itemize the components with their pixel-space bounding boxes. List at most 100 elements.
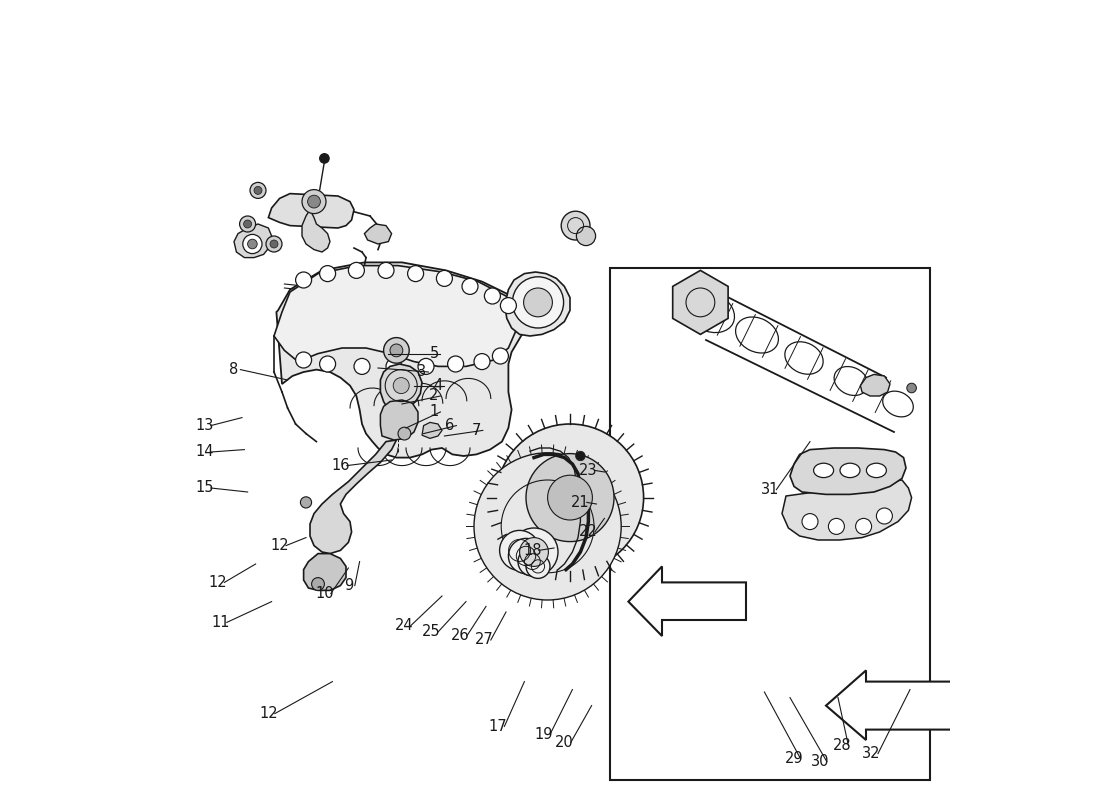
- Ellipse shape: [840, 463, 860, 478]
- Text: 28: 28: [833, 738, 851, 753]
- Text: 13: 13: [195, 418, 213, 433]
- Polygon shape: [381, 364, 422, 410]
- Text: 16: 16: [331, 458, 350, 473]
- Text: 22: 22: [579, 525, 597, 539]
- Circle shape: [308, 195, 320, 208]
- Circle shape: [270, 240, 278, 248]
- Circle shape: [398, 427, 410, 440]
- Circle shape: [575, 451, 585, 461]
- Circle shape: [320, 154, 329, 163]
- Text: 25: 25: [422, 625, 441, 639]
- Polygon shape: [364, 224, 392, 244]
- Polygon shape: [673, 270, 728, 334]
- Circle shape: [408, 266, 424, 282]
- Text: 21: 21: [571, 495, 590, 510]
- Circle shape: [300, 497, 311, 508]
- Text: 10: 10: [315, 586, 333, 601]
- Ellipse shape: [814, 463, 834, 478]
- Circle shape: [418, 358, 434, 374]
- Circle shape: [906, 383, 916, 393]
- Circle shape: [320, 266, 336, 282]
- Text: 14: 14: [195, 445, 213, 459]
- Polygon shape: [268, 194, 354, 228]
- Text: 26: 26: [451, 629, 470, 643]
- Circle shape: [508, 538, 543, 574]
- Circle shape: [448, 356, 463, 372]
- Polygon shape: [790, 448, 906, 494]
- Circle shape: [474, 453, 621, 600]
- Text: 19: 19: [535, 727, 553, 742]
- Text: 29: 29: [784, 751, 803, 766]
- Text: 15: 15: [195, 481, 213, 495]
- Circle shape: [576, 226, 595, 246]
- Circle shape: [296, 272, 311, 288]
- Circle shape: [548, 475, 593, 520]
- Circle shape: [302, 190, 326, 214]
- Polygon shape: [860, 374, 890, 396]
- Circle shape: [519, 538, 549, 566]
- Circle shape: [484, 288, 500, 304]
- Polygon shape: [302, 210, 330, 252]
- Circle shape: [524, 288, 552, 317]
- Text: 17: 17: [488, 719, 507, 734]
- Text: 24: 24: [395, 618, 414, 633]
- Circle shape: [393, 378, 409, 394]
- Circle shape: [526, 454, 614, 542]
- Polygon shape: [276, 262, 525, 458]
- Circle shape: [254, 186, 262, 194]
- Circle shape: [390, 344, 403, 357]
- Polygon shape: [381, 400, 418, 440]
- Text: 2: 2: [429, 389, 439, 403]
- Ellipse shape: [867, 463, 887, 478]
- Circle shape: [296, 352, 311, 368]
- Polygon shape: [782, 480, 912, 540]
- Circle shape: [243, 220, 252, 228]
- Text: 9: 9: [344, 578, 353, 593]
- Text: 7: 7: [472, 423, 481, 438]
- Text: 32: 32: [862, 746, 881, 761]
- Text: 8: 8: [230, 362, 239, 377]
- Text: 3: 3: [417, 365, 427, 379]
- Circle shape: [474, 354, 490, 370]
- Circle shape: [248, 239, 257, 249]
- Polygon shape: [505, 272, 570, 336]
- Circle shape: [386, 358, 402, 374]
- Text: 31: 31: [761, 482, 779, 497]
- Polygon shape: [274, 266, 518, 366]
- Circle shape: [518, 547, 547, 576]
- Text: 12: 12: [271, 538, 289, 553]
- Circle shape: [877, 508, 892, 524]
- Circle shape: [513, 277, 563, 328]
- Polygon shape: [310, 440, 396, 554]
- Text: 18: 18: [524, 543, 541, 558]
- Text: 11: 11: [211, 615, 230, 630]
- Circle shape: [802, 514, 818, 530]
- Polygon shape: [504, 458, 596, 594]
- Text: 27: 27: [475, 633, 494, 647]
- Circle shape: [828, 518, 845, 534]
- Circle shape: [384, 338, 409, 363]
- Circle shape: [526, 554, 550, 578]
- Circle shape: [437, 270, 452, 286]
- Text: 12: 12: [209, 575, 228, 590]
- Circle shape: [493, 348, 508, 364]
- Polygon shape: [628, 566, 746, 636]
- Text: 20: 20: [556, 735, 574, 750]
- Bar: [610, 268, 930, 780]
- Polygon shape: [234, 224, 272, 258]
- Text: 4: 4: [433, 378, 442, 393]
- Circle shape: [240, 216, 255, 232]
- Text: 12: 12: [260, 706, 277, 721]
- Circle shape: [378, 262, 394, 278]
- Text: 1: 1: [429, 405, 439, 419]
- Circle shape: [354, 358, 370, 374]
- Text: 23: 23: [580, 463, 597, 478]
- Text: 30: 30: [811, 754, 829, 769]
- Circle shape: [500, 298, 516, 314]
- Circle shape: [349, 262, 364, 278]
- Circle shape: [561, 211, 590, 240]
- Circle shape: [856, 518, 871, 534]
- Polygon shape: [826, 670, 966, 740]
- Circle shape: [250, 182, 266, 198]
- Circle shape: [496, 424, 644, 571]
